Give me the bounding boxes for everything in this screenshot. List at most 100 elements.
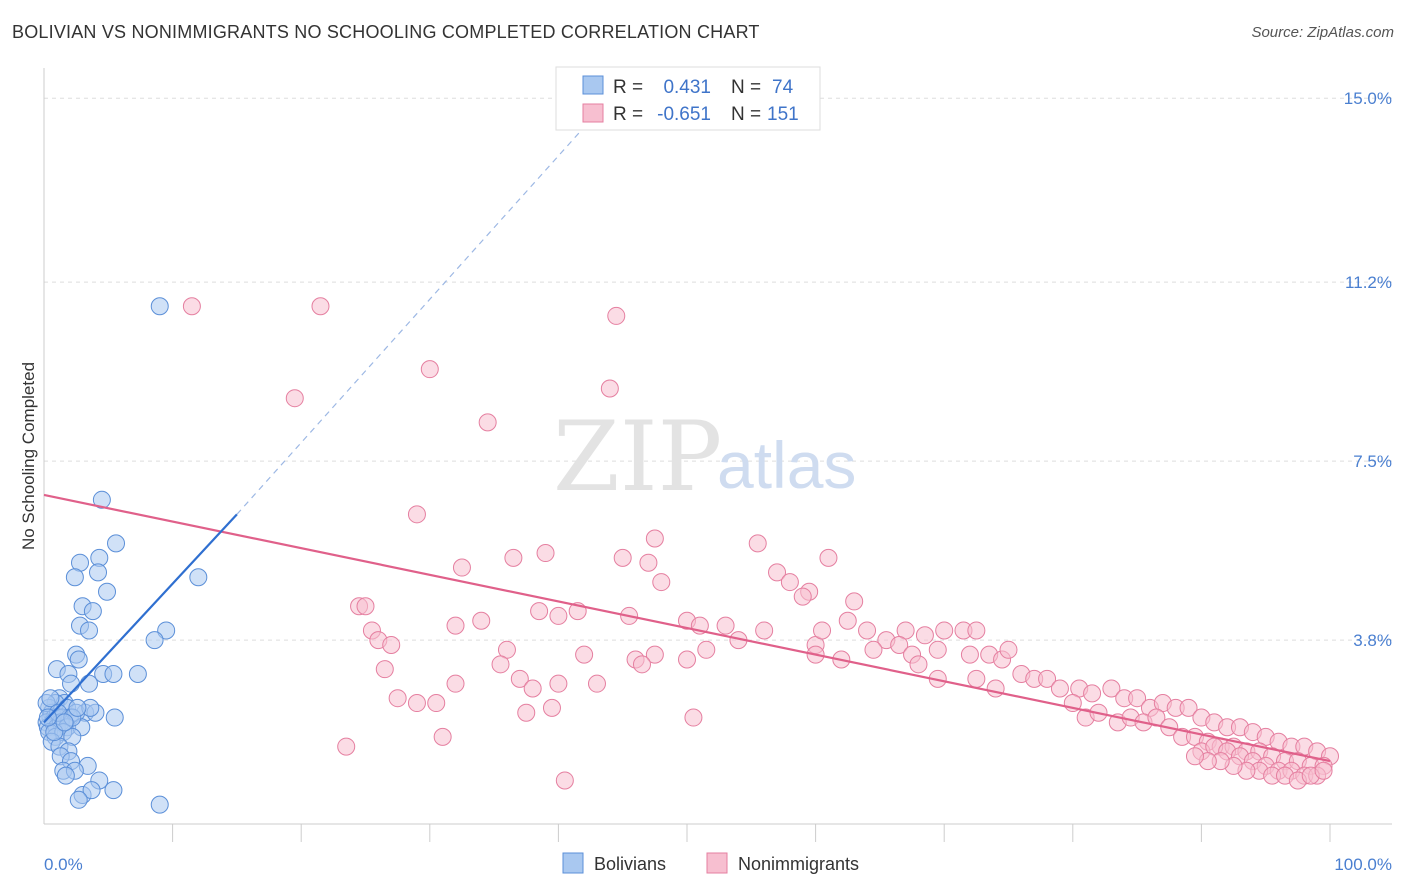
nonimmigrants-point-29 <box>838 611 857 630</box>
nonimmigrants-point-81 <box>1083 684 1102 703</box>
nonimmigrants-point-61 <box>999 640 1018 659</box>
nonimmigrants-point-106 <box>433 727 452 746</box>
nonimmigrants-point-72 <box>909 655 928 674</box>
nonimmigrants-point-42 <box>858 621 877 640</box>
bottom-legend-swatch-nonimmigrants <box>706 852 728 874</box>
watermark-zip: ZIP <box>553 401 722 513</box>
nonimmigrants-point-44 <box>915 626 934 645</box>
nonimmigrants-point-31 <box>935 621 954 640</box>
nonimmigrants-point-20 <box>793 587 812 606</box>
nonimmigrants-point-36 <box>549 606 568 625</box>
bolivians-point-10 <box>83 602 102 621</box>
nonimmigrants-point-11 <box>613 548 632 567</box>
nonimmigrants-point-12 <box>639 553 658 572</box>
nonimmigrants-point-102 <box>427 694 446 713</box>
bolivians-point-67 <box>41 689 60 708</box>
nonimmigrants-points <box>182 297 1339 790</box>
nonimmigrants-point-79 <box>1050 679 1069 698</box>
nonimmigrants-point-149 <box>1185 747 1204 766</box>
nonimmigrants-point-37 <box>716 616 735 635</box>
bolivians-point-16 <box>69 650 88 669</box>
nonimmigrants-point-101 <box>407 694 426 713</box>
nonimmigrants-point-88 <box>1179 698 1198 717</box>
bolivians-point-6 <box>65 568 84 587</box>
nonimmigrants-point-55 <box>890 635 909 654</box>
nonimmigrants-point-34 <box>446 616 465 635</box>
nonimmigrants-point-4 <box>600 379 619 398</box>
nonimmigrants-point-19 <box>652 573 671 592</box>
bolivians-point-13 <box>157 621 176 640</box>
nonimmigrants-point-3 <box>420 360 439 379</box>
legend-r-label-2: R = <box>613 104 643 125</box>
legend-n-value-2: 151 <box>767 104 799 125</box>
axes <box>43 68 1392 842</box>
nonimmigrants-point-0 <box>182 297 201 316</box>
legend: R = 0.431 N = 74 R = -0.651 N = 151 <box>555 66 821 131</box>
grid-lines <box>44 97 1392 641</box>
y-axis-label: No Schooling Completed <box>19 362 38 550</box>
bolivians-point-7 <box>189 568 208 587</box>
bolivians-point-59 <box>56 766 75 785</box>
nonimmigrants-point-144 <box>1314 761 1333 780</box>
nonimmigrants-point-70 <box>587 674 606 693</box>
bolivians-point-2 <box>107 534 126 553</box>
nonimmigrants-point-17 <box>748 534 767 553</box>
nonimmigrants-point-57 <box>928 640 947 659</box>
nonimmigrants-point-54 <box>864 640 883 659</box>
bolivians-point-14 <box>145 631 164 650</box>
nonimmigrants-point-41 <box>813 621 832 640</box>
nonimmigrants-point-9 <box>504 548 523 567</box>
nonimmigrants-point-58 <box>960 645 979 664</box>
nonimmigrants-point-16 <box>819 548 838 567</box>
chart-source: Source: ZipAtlas.com <box>1251 24 1394 41</box>
bolivians-point-5 <box>89 563 108 582</box>
nonimmigrants-point-67 <box>510 669 529 688</box>
nonimmigrants-point-49 <box>575 645 594 664</box>
nonimmigrants-point-103 <box>542 698 561 717</box>
chart-title: BOLIVIAN VS NONIMMIGRANTS NO SCHOOLING C… <box>12 22 760 42</box>
nonimmigrants-point-21 <box>845 592 864 611</box>
bolivians-point-22 <box>62 674 81 693</box>
nonimmigrants-point-74 <box>967 669 986 688</box>
nonimmigrants-point-24 <box>356 597 375 616</box>
y-tick-label-3: 15.0% <box>1344 89 1392 108</box>
nonimmigrants-point-75 <box>986 679 1005 698</box>
nonimmigrants-point-8 <box>645 529 664 548</box>
nonimmigrants-point-78 <box>1038 669 1057 688</box>
nonimmigrants-point-107 <box>337 737 356 756</box>
bolivians-point-0 <box>150 297 169 316</box>
nonimmigrants-trend-line <box>43 493 1331 763</box>
nonimmigrants-point-69 <box>523 679 542 698</box>
x-tick-label-1: 100.0% <box>1334 855 1392 874</box>
nonimmigrants-point-38 <box>755 621 774 640</box>
bolivians-point-39 <box>105 708 124 727</box>
legend-n-label-1: N = <box>731 77 761 98</box>
bolivians-trend-extension <box>236 126 585 515</box>
legend-r-value-1: 0.431 <box>663 77 711 98</box>
bottom-legend-swatch-bolivians <box>562 852 584 874</box>
bolivians-points <box>37 297 208 814</box>
watermark-atlas: atlas <box>717 428 856 502</box>
nonimmigrants-point-35 <box>472 611 491 630</box>
bolivians-point-65 <box>150 795 169 814</box>
nonimmigrants-point-104 <box>517 703 536 722</box>
bolivians-point-12 <box>80 621 99 640</box>
nonimmigrants-point-51 <box>697 640 716 659</box>
nonimmigrants-point-64 <box>678 650 696 669</box>
bolivians-point-1 <box>92 490 111 509</box>
x-tick-label-0: 0.0% <box>44 855 83 874</box>
nonimmigrants-point-105 <box>684 708 703 727</box>
nonimmigrants-point-7 <box>407 505 426 524</box>
bolivians-point-20 <box>104 665 123 683</box>
nonimmigrants-point-50 <box>645 645 664 664</box>
nonimmigrants-point-63 <box>632 655 651 674</box>
legend-r-value-2: -0.651 <box>657 104 711 125</box>
nonimmigrants-point-66 <box>491 655 510 674</box>
nonimmigrants-point-84 <box>1128 689 1147 708</box>
nonimmigrants-point-47 <box>382 635 401 654</box>
y-tick-label-1: 7.5% <box>1353 452 1392 471</box>
bolivians-point-72 <box>68 698 87 717</box>
legend-n-label-2: N = <box>731 104 761 125</box>
legend-n-value-1: 74 <box>772 77 794 98</box>
